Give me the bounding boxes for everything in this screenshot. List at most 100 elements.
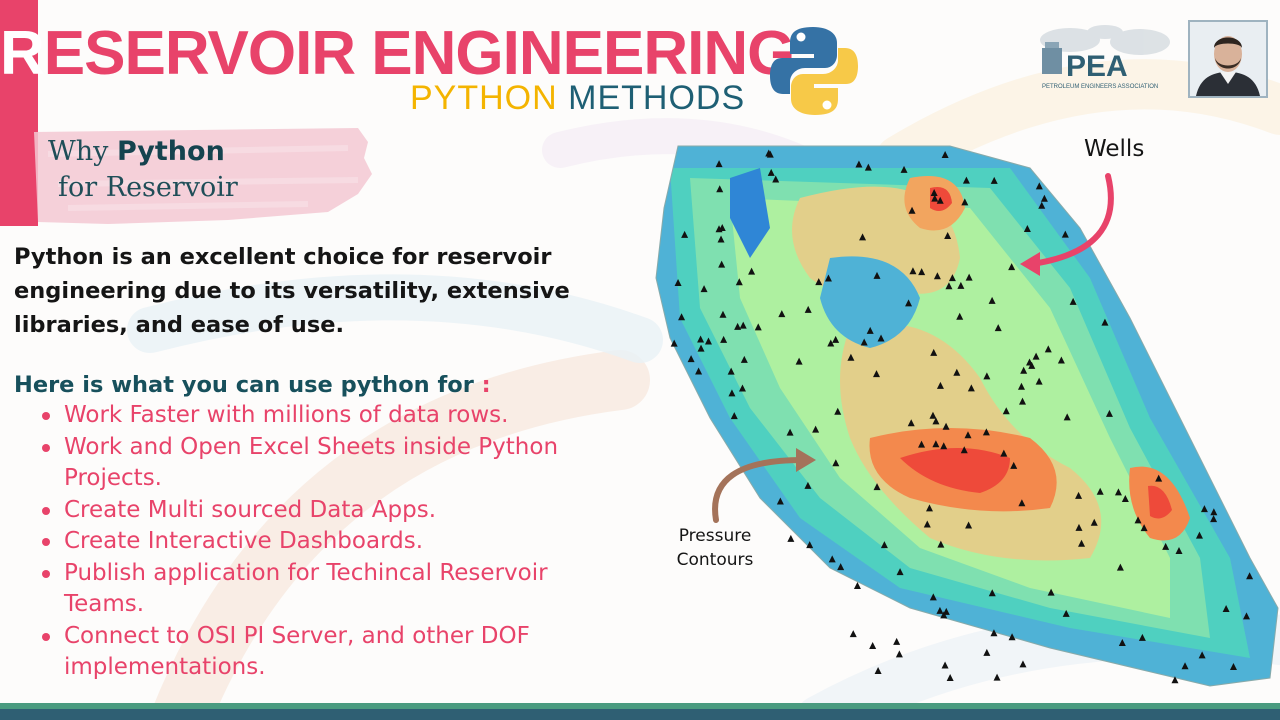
well-marker-icon <box>832 335 840 343</box>
well-marker-icon <box>940 611 948 619</box>
well-marker-icon <box>730 412 738 420</box>
well-marker-icon <box>930 348 938 356</box>
well-marker-icon <box>1096 487 1104 495</box>
well-marker-icon <box>988 296 996 304</box>
well-marker-icon <box>739 321 747 329</box>
well-marker-icon <box>1114 488 1122 496</box>
python-logo-icon <box>770 27 858 115</box>
well-marker-icon <box>734 322 742 330</box>
well-marker-icon <box>965 521 973 529</box>
well-marker-icon <box>918 268 926 276</box>
well-marker-icon <box>936 196 944 204</box>
well-marker-icon <box>719 310 727 318</box>
well-marker-icon <box>896 568 904 576</box>
footer-bar-bottom <box>0 709 1280 720</box>
well-marker-icon <box>1008 263 1016 271</box>
well-marker-icon <box>929 411 937 419</box>
well-marker-icon <box>727 367 735 375</box>
well-marker-icon <box>735 278 743 286</box>
list-item-text: Create Multi sourced Data Apps. <box>64 496 437 523</box>
well-marker-icon <box>695 367 703 375</box>
well-marker-icon <box>1140 524 1148 532</box>
well-marker-icon <box>932 440 940 448</box>
footer-bar <box>0 703 1280 709</box>
left-accent-bar <box>0 0 38 226</box>
well-marker-icon <box>994 324 1002 332</box>
pea-logo-subtext: PETROLEUM ENGINEERS ASSOCIATION <box>1042 84 1158 90</box>
well-marker-icon <box>930 188 938 196</box>
well-marker-icon <box>1069 297 1077 305</box>
list-item: Work and Open Excel Sheets inside Python… <box>14 432 634 495</box>
pressure-contours-label: Pressure Contours <box>676 526 754 570</box>
well-marker-icon <box>1175 547 1183 555</box>
page-title: RESERVOIR ENGINEERING <box>0 20 795 88</box>
well-marker-icon <box>720 335 728 343</box>
well-marker-icon <box>925 504 933 512</box>
well-marker-icon <box>866 326 874 334</box>
well-marker-icon <box>905 299 913 307</box>
well-marker-icon <box>738 384 746 392</box>
well-marker-icon <box>827 339 835 347</box>
well-marker-icon <box>678 313 686 321</box>
well-marker-icon <box>1116 563 1124 571</box>
list-item: Publish application for Techincal Reserv… <box>14 558 634 621</box>
well-marker-icon <box>941 150 949 158</box>
well-marker-icon <box>929 593 937 601</box>
well-marker-icon <box>1210 508 1218 516</box>
well-marker-icon <box>988 589 996 597</box>
brush-stroke <box>34 128 372 224</box>
well-marker-icon <box>1171 676 1179 684</box>
well-marker-icon <box>715 225 723 233</box>
well-marker-icon <box>937 540 945 548</box>
well-marker-icon <box>990 176 998 184</box>
well-marker-icon <box>961 198 969 206</box>
well-marker-icon <box>946 673 954 681</box>
bullet-icon <box>42 632 50 641</box>
well-marker-icon <box>1018 499 1026 507</box>
well-marker-icon <box>1047 588 1055 596</box>
well-marker-icon <box>847 353 855 361</box>
well-marker-icon <box>873 271 881 279</box>
well-marker-icon <box>956 312 964 320</box>
well-marker-icon <box>674 279 682 287</box>
well-marker-icon <box>932 417 940 425</box>
well-marker-icon <box>983 372 991 380</box>
why-python-heading: Why Python for Reservoir <box>48 134 238 206</box>
well-marker-icon <box>700 285 708 293</box>
wells-group <box>670 149 1254 684</box>
well-marker-icon <box>983 648 991 656</box>
well-marker-icon <box>1002 407 1010 415</box>
well-marker-icon <box>964 431 972 439</box>
wells-label: Wells <box>1084 136 1145 162</box>
well-marker-icon <box>1121 494 1129 502</box>
well-marker-icon <box>1026 358 1034 366</box>
well-marker-icon <box>860 338 868 346</box>
well-marker-icon <box>918 440 926 448</box>
well-marker-icon <box>944 231 952 239</box>
uses-list: Work Faster with millions of data rows. … <box>14 400 654 684</box>
well-marker-icon <box>815 278 823 286</box>
well-marker-icon <box>1057 356 1065 364</box>
bullet-icon <box>42 443 50 452</box>
well-marker-icon <box>740 355 748 363</box>
list-item: Connect to OSI PI Server, and other DOF … <box>14 621 634 684</box>
bullet-icon <box>42 412 50 420</box>
well-marker-icon <box>849 630 857 638</box>
list-item-text: Work Faster with millions of data rows. <box>64 402 509 428</box>
well-marker-icon <box>962 176 970 184</box>
list-item: Work Faster with millions of data rows. <box>14 400 634 432</box>
pea-logo-text: PEA <box>1066 50 1128 83</box>
well-marker-icon <box>960 446 968 454</box>
well-marker-icon <box>1063 413 1071 421</box>
pea-logo: PEA PETROLEUM ENGINEERS ASSOCIATION <box>1040 25 1170 90</box>
well-marker-icon <box>1181 662 1189 670</box>
well-marker-icon <box>923 520 931 528</box>
well-marker-icon <box>908 206 916 214</box>
intro-paragraph: Python is an excellent choice for reserv… <box>14 244 570 338</box>
well-marker-icon <box>717 235 725 243</box>
well-marker-icon <box>942 607 950 615</box>
well-marker-icon <box>828 555 836 563</box>
well-marker-icon <box>874 667 882 675</box>
well-marker-icon <box>967 384 975 392</box>
well-marker-icon <box>909 267 917 275</box>
